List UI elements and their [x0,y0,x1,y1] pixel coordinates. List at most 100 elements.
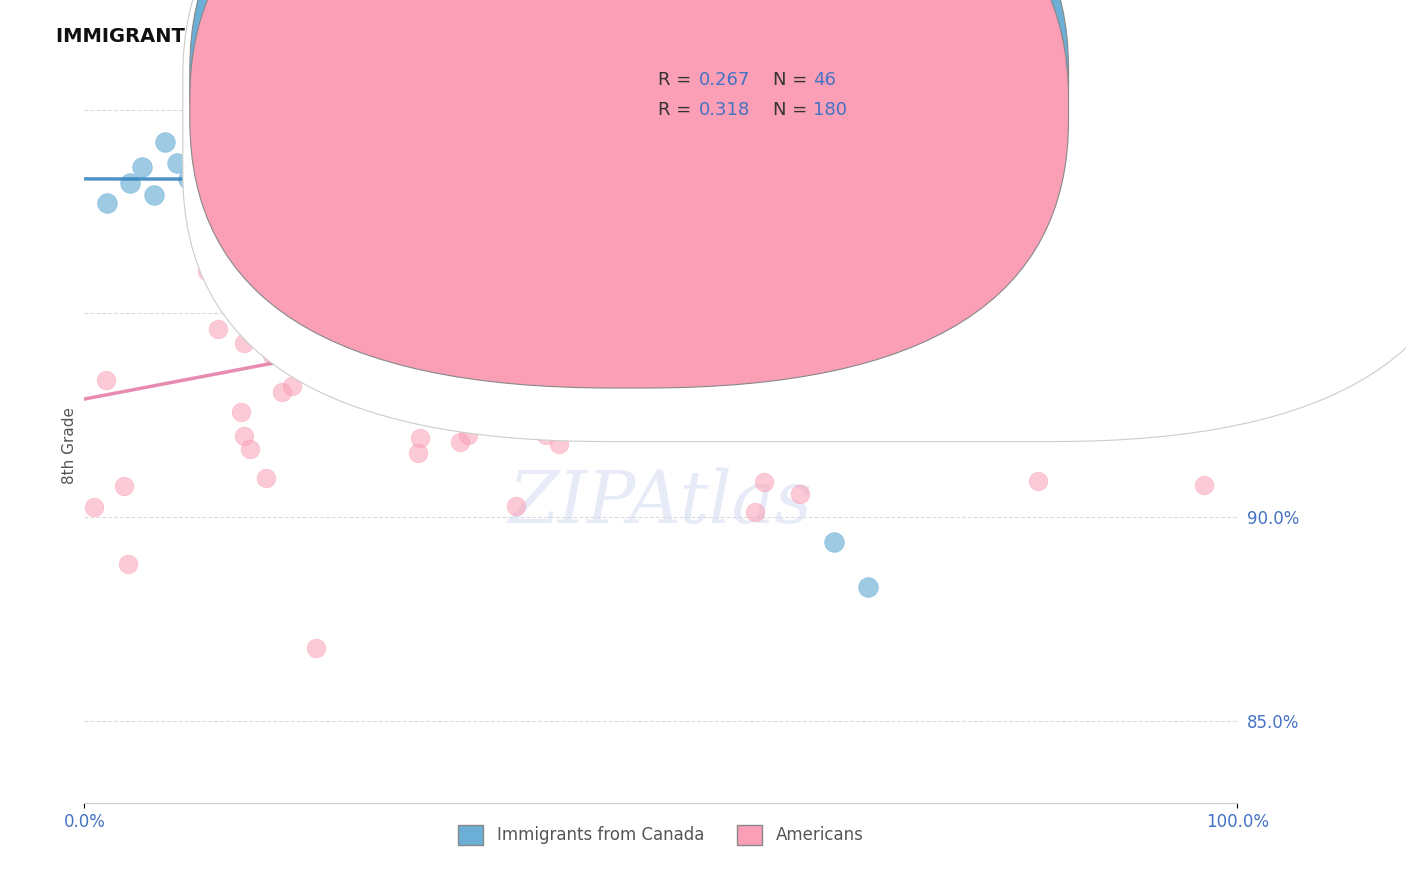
Point [950,186,973,201]
Point [1056,110,1078,124]
Point [931,178,953,192]
Point [1204,111,1226,125]
Point [1098,264,1121,278]
Point [262,348,284,362]
Point [931,368,953,383]
Point [967,178,990,192]
Point [1184,229,1206,244]
Point [598,251,620,265]
Point [696,153,718,168]
Point [1000,98,1022,112]
Point [984,395,1007,409]
Point [409,431,432,445]
Point [112,479,135,493]
Point [1182,186,1205,201]
Text: IMMIGRANTS FROM CANADA VS AMERICAN 8TH GRADE CORRELATION CHART: IMMIGRANTS FROM CANADA VS AMERICAN 8TH G… [56,27,900,45]
Point [780,202,803,217]
Point [998,98,1021,112]
Point [744,505,766,519]
Point [880,139,903,153]
Point [908,272,931,286]
Text: N =: N = [773,71,813,89]
Text: 0.267: 0.267 [699,71,751,89]
Point [404,292,426,306]
Point [565,353,588,368]
Point [1177,98,1199,112]
Point [505,499,527,513]
Point [702,329,724,343]
Point [804,98,827,112]
Point [998,240,1021,254]
Point [499,147,522,161]
Point [939,216,962,230]
Point [1033,98,1056,112]
Point [730,295,752,310]
Text: R =: R = [658,71,697,89]
Point [1031,171,1053,186]
Point [703,209,725,223]
Point [562,204,585,219]
Point [280,379,302,393]
Point [789,487,811,501]
Point [792,376,814,390]
Point [848,326,870,340]
Point [661,158,683,172]
Point [1010,299,1032,313]
Point [938,139,960,153]
Point [166,155,188,169]
Point [1062,252,1084,267]
Point [692,311,714,326]
Point [659,205,682,219]
Point [607,271,630,285]
Point [1161,140,1184,154]
Point [815,148,838,162]
Point [769,271,792,285]
Point [1180,111,1202,125]
Point [195,263,218,277]
Point [1149,187,1171,202]
Point [707,147,730,161]
Point [1223,98,1246,112]
Point [953,215,976,229]
Point [765,139,787,153]
Point [711,306,734,320]
Point [914,220,936,235]
Point [491,352,513,367]
Text: 180: 180 [813,101,846,119]
Point [896,98,918,112]
Point [1156,246,1178,260]
Point [1101,195,1123,210]
Point [537,262,560,277]
Point [672,172,695,186]
Point [253,330,276,344]
Point [939,315,962,329]
Point [973,160,995,174]
Text: Source: ZipAtlas.com: Source: ZipAtlas.com [1202,27,1350,41]
Point [1194,293,1216,308]
Point [801,364,824,378]
Point [529,164,551,178]
Point [862,118,884,132]
Point [357,259,380,273]
Point [270,385,292,400]
Point [1088,127,1111,141]
Point [1116,271,1139,285]
Point [1161,123,1184,137]
Point [1077,120,1099,134]
Point [117,557,139,571]
Point [787,147,810,161]
Point [980,98,1002,112]
Point [326,160,349,174]
Point [235,155,257,169]
Point [188,147,211,161]
Point [246,201,269,215]
Point [233,428,256,442]
Text: N =: N = [773,101,813,119]
Point [564,197,586,211]
Point [419,349,441,363]
Point [142,188,165,202]
Point [502,285,524,300]
Point [889,292,911,306]
Point [875,301,897,315]
Point [344,367,367,381]
